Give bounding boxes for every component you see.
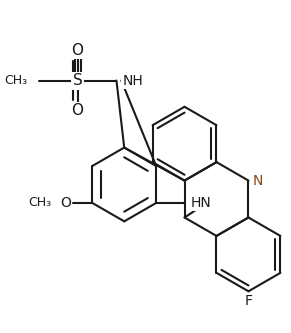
Text: F: F [244,294,253,308]
Text: CH₃: CH₃ [4,74,27,87]
Text: CH₃: CH₃ [28,196,52,209]
Text: O: O [72,103,84,118]
Text: NH: NH [122,74,143,88]
Text: S: S [73,73,82,88]
Text: O: O [72,43,84,58]
Text: O: O [60,196,71,210]
Text: N: N [252,173,263,187]
Text: HN: HN [190,196,211,210]
